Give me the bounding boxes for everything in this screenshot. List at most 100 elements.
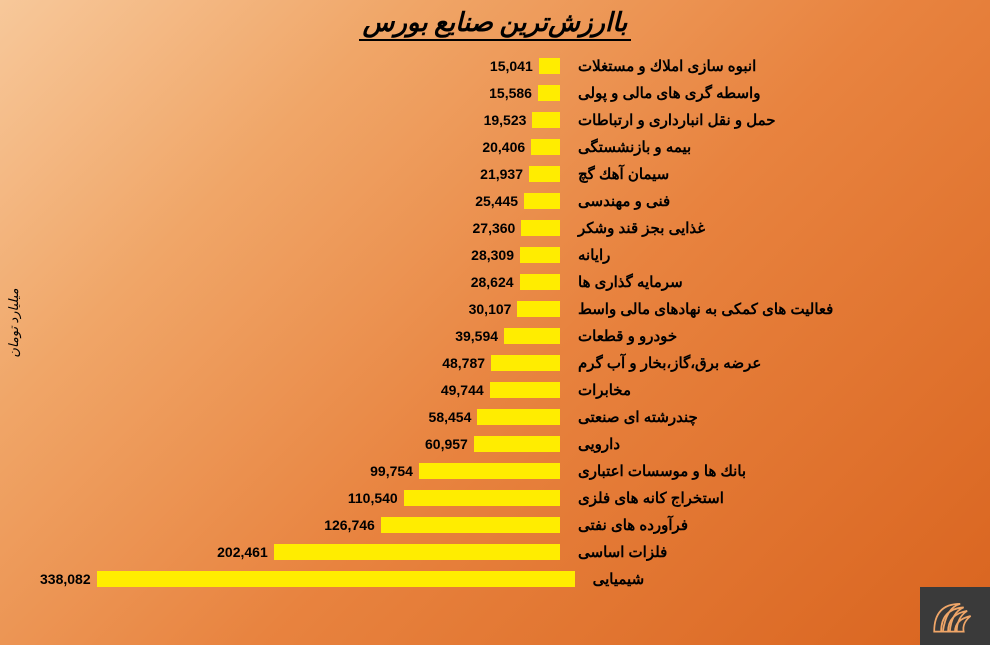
bar-wrap: 27,360 <box>40 220 560 236</box>
bar-row: 110,540 استخراج كانه های فلزی <box>40 484 960 511</box>
bar-label: چندرشته ای صنعتی <box>578 408 698 426</box>
bar <box>539 58 560 74</box>
bar-wrap: 110,540 <box>40 490 560 506</box>
bar-label: بانك ها و موسسات اعتباری <box>578 462 746 480</box>
bar <box>531 139 560 155</box>
bar-wrap: 60,957 <box>40 436 560 452</box>
bar-value: 99,754 <box>370 463 413 479</box>
bar <box>381 517 560 533</box>
bar-label: شیمیایی <box>593 570 645 588</box>
bar-label: فعالیت های كمكی به نهادهای مالی واسط <box>578 300 833 318</box>
bar-row: 20,406 بیمه و بازنشستگی <box>40 133 960 160</box>
bar-label: بیمه و بازنشستگی <box>578 138 691 156</box>
bar-wrap: 25,445 <box>40 193 560 209</box>
bar-row: 58,454 چندرشته ای صنعتی <box>40 403 960 430</box>
bar-label: غذایی بجز قند وشكر <box>578 219 705 237</box>
bar-value: 25,445 <box>475 193 518 209</box>
bar <box>521 220 560 236</box>
logo-badge <box>920 587 990 645</box>
bar-row: 60,957 دارویی <box>40 430 960 457</box>
bar-wrap: 338,082 <box>40 571 575 587</box>
bar <box>520 247 560 263</box>
bar-label: فرآورده های نفتی <box>578 516 688 534</box>
bar-row: 21,937 سیمان آهك گچ <box>40 160 960 187</box>
bar <box>524 193 560 209</box>
bar-value: 338,082 <box>40 571 91 587</box>
bar-label: واسطه گری های مالی و پولی <box>578 84 760 102</box>
bar-label: حمل و نقل انبارداری و ارتباطات <box>578 111 776 129</box>
bar-row: 49,744 مخابرات <box>40 376 960 403</box>
bar-wrap: 39,594 <box>40 328 560 344</box>
bar-row: 126,746 فرآورده های نفتی <box>40 511 960 538</box>
bar-wrap: 28,624 <box>40 274 560 290</box>
bar-value: 21,937 <box>480 166 523 182</box>
bar-value: 49,744 <box>441 382 484 398</box>
bar-value: 126,746 <box>324 517 375 533</box>
bar-value: 28,624 <box>471 274 514 290</box>
bar-label: سرمایه گذاری ها <box>578 273 683 291</box>
bar-wrap: 19,523 <box>40 112 560 128</box>
chart-title: باارزش‌ترین صنایع بورس <box>0 8 990 38</box>
bar-row: 27,360 غذایی بجز قند وشكر <box>40 214 960 241</box>
bar-wrap: 30,107 <box>40 301 560 317</box>
bar-value: 15,586 <box>489 85 532 101</box>
bar <box>274 544 560 560</box>
bar <box>504 328 560 344</box>
chart-title-text: باارزش‌ترین صنایع بورس <box>359 8 632 41</box>
bar-wrap: 49,744 <box>40 382 560 398</box>
bar-row: 48,787 عرضه برق،گاز،بخار و آب گرم <box>40 349 960 376</box>
bar-value: 15,041 <box>490 58 533 74</box>
bar <box>474 436 560 452</box>
bar-row: 99,754 بانك ها و موسسات اعتباری <box>40 457 960 484</box>
bar-chart: 15,041 انبوه سازی املاك و مستغلات 15,586 وا… <box>40 52 960 615</box>
bar-wrap: 20,406 <box>40 139 560 155</box>
bar <box>491 355 560 371</box>
bar-label: دارویی <box>578 435 620 453</box>
bar <box>477 409 560 425</box>
bar-value: 48,787 <box>442 355 485 371</box>
bar-value: 39,594 <box>455 328 498 344</box>
bar-value: 30,107 <box>469 301 512 317</box>
bar-label: مخابرات <box>578 381 631 399</box>
bar <box>517 301 560 317</box>
bar-row: 338,082 شیمیایی <box>40 565 960 592</box>
bar-value: 28,309 <box>471 247 514 263</box>
bar-wrap: 15,586 <box>40 85 560 101</box>
bar <box>520 274 560 290</box>
bar-row: 19,523 حمل و نقل انبارداری و ارتباطات <box>40 106 960 133</box>
bar-row: 39,594 خودرو و قطعات <box>40 322 960 349</box>
bar-label: انبوه سازی املاك و مستغلات <box>578 57 756 75</box>
bar <box>404 490 560 506</box>
bar <box>538 85 560 101</box>
bar-wrap: 15,041 <box>40 58 560 74</box>
bar-value: 19,523 <box>484 112 527 128</box>
bar-value: 20,406 <box>482 139 525 155</box>
bar <box>532 112 560 128</box>
bar <box>490 382 560 398</box>
bar-row: 202,461فلزات اساسی <box>40 538 960 565</box>
bar-label: خودرو و قطعات <box>578 327 677 345</box>
bar <box>97 571 575 587</box>
bar-label: سیمان آهك گچ <box>578 165 669 183</box>
bar <box>529 166 560 182</box>
bar-row: 28,309 رایانه <box>40 241 960 268</box>
bar-value: 60,957 <box>425 436 468 452</box>
bar-wrap: 126,746 <box>40 517 560 533</box>
bar <box>419 463 560 479</box>
y-axis-label: میلیارد تومان <box>6 288 22 357</box>
bar-wrap: 28,309 <box>40 247 560 263</box>
bar-value: 110,540 <box>348 490 398 506</box>
bar-label: استخراج كانه های فلزی <box>578 489 724 507</box>
bar-wrap: 99,754 <box>40 463 560 479</box>
logo-icon <box>929 595 981 637</box>
bar-wrap: 58,454 <box>40 409 560 425</box>
chart-container: باارزش‌ترین صنایع بورس میلیارد تومان 15,… <box>0 0 990 645</box>
bar-row: 25,445فنی و مهندسی <box>40 187 960 214</box>
bar-row: 30,107 فعالیت های كمكی به نهادهای مالی وا… <box>40 295 960 322</box>
bar-row: 15,586 واسطه گری های مالی و پولی <box>40 79 960 106</box>
bar-wrap: 48,787 <box>40 355 560 371</box>
bar-label: عرضه برق،گاز،بخار و آب گرم <box>578 354 761 372</box>
bar-wrap: 21,937 <box>40 166 560 182</box>
bar-label: رایانه <box>578 246 610 264</box>
bar-row: 28,624 سرمایه گذاری ها <box>40 268 960 295</box>
